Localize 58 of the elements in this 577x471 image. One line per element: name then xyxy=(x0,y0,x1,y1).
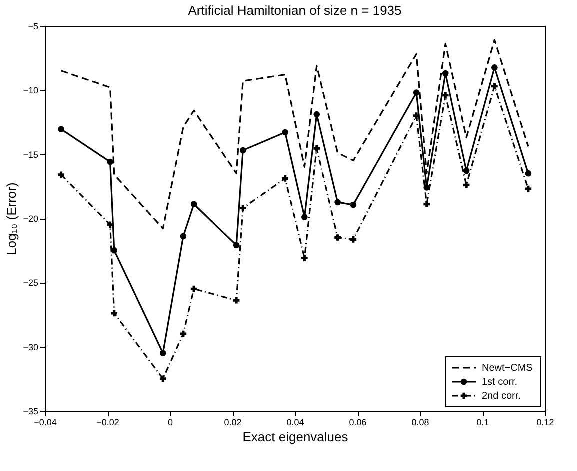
point xyxy=(190,201,198,208)
point xyxy=(413,112,420,119)
x-tick-label: 0.08 xyxy=(412,418,430,428)
point xyxy=(463,168,470,174)
y-tick-label: −5 xyxy=(28,22,38,32)
point xyxy=(413,90,420,96)
y-tick-label: −10 xyxy=(23,86,38,96)
point xyxy=(180,233,187,240)
point xyxy=(334,234,341,241)
x-tick-label: 0 xyxy=(168,418,174,428)
point xyxy=(180,330,187,338)
x-tick-label: 0.06 xyxy=(349,418,367,428)
point xyxy=(107,158,114,166)
point xyxy=(314,111,320,118)
point xyxy=(492,83,498,90)
point xyxy=(350,236,357,243)
x-tick-label: 0.1 xyxy=(476,418,490,428)
x-tick-label: −0.02 xyxy=(96,418,120,428)
point xyxy=(302,255,308,262)
point xyxy=(58,126,64,132)
point xyxy=(525,186,532,192)
point xyxy=(314,145,320,152)
x-tick-label: 0.12 xyxy=(536,418,554,428)
y-tick-label: −15 xyxy=(23,150,38,160)
legend-label: 2nd corr. xyxy=(482,391,521,402)
point xyxy=(233,297,240,304)
point xyxy=(107,222,114,228)
x-tick-label: −0.04 xyxy=(34,418,57,428)
point xyxy=(525,170,532,177)
legend-label: Newt−CMS xyxy=(482,363,534,374)
point xyxy=(302,214,308,220)
y-tick-label: −25 xyxy=(23,278,38,288)
point xyxy=(58,172,64,178)
x-tick-label: 0.02 xyxy=(224,418,242,428)
point xyxy=(334,199,341,206)
point xyxy=(240,205,246,212)
point xyxy=(190,286,198,292)
point xyxy=(350,202,357,208)
point xyxy=(492,64,498,71)
x-axis-title: Exact eigenvalues xyxy=(242,430,349,444)
point xyxy=(442,70,449,77)
legend-label: 1st corr. xyxy=(482,377,518,388)
point xyxy=(424,201,430,208)
point xyxy=(160,376,166,382)
point xyxy=(442,92,449,98)
y-tick-label: −30 xyxy=(23,342,38,352)
point xyxy=(240,147,246,154)
y-tick-label: −35 xyxy=(23,406,38,416)
point xyxy=(463,182,470,188)
point xyxy=(160,350,166,356)
point xyxy=(282,176,288,182)
x-tick-label: 0.04 xyxy=(286,418,304,428)
chart-title: Artificial Hamiltonian of size n = 1935 xyxy=(188,3,402,18)
y-tick-label: −20 xyxy=(23,214,38,224)
y-axis-title: Log₁₀ (Error) xyxy=(4,182,20,256)
point xyxy=(233,242,240,249)
point xyxy=(282,129,288,136)
point xyxy=(111,310,118,317)
